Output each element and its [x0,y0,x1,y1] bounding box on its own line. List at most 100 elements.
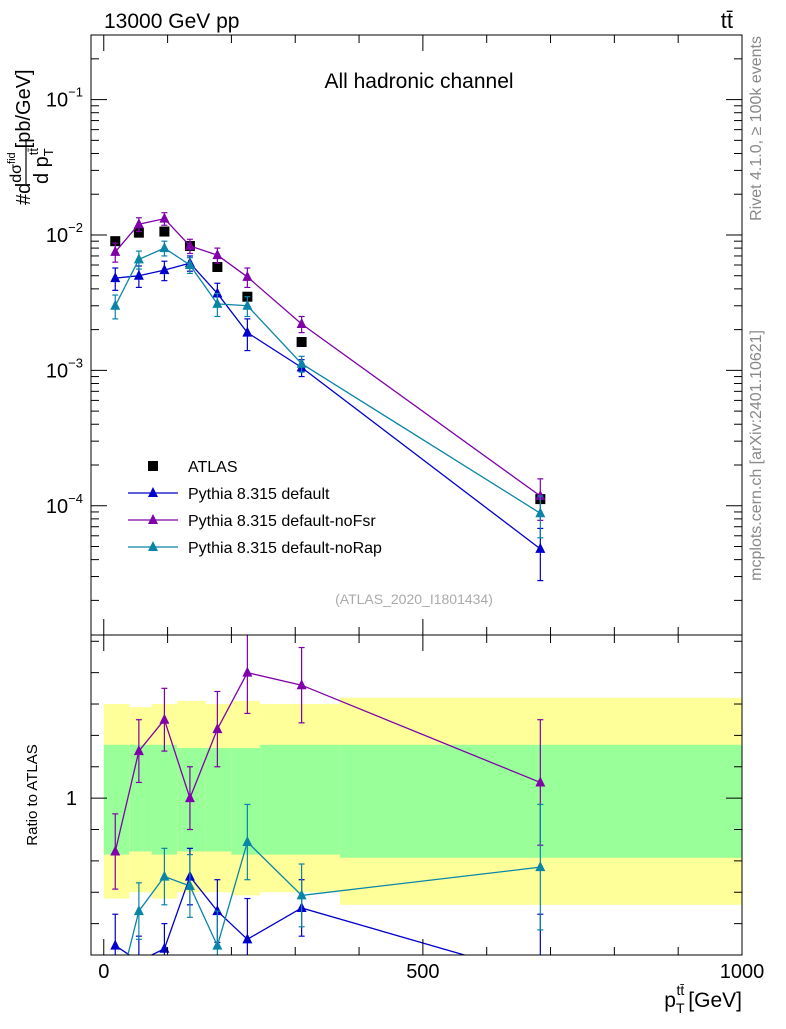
ratio-ticks: 1 0 500 1000 [66,635,764,983]
data-point [242,299,253,310]
ratio-y-tick-label: 1 [66,788,77,810]
ratio-point [133,905,144,916]
data-point [159,226,170,237]
inner-band [151,744,178,855]
data-point [133,218,144,229]
main-title: All hadronic channel [324,70,513,93]
process-label: tt̄ [721,8,733,33]
data-point [159,242,170,253]
data-point [296,357,307,368]
main-y-axis-label: #ddσfid[pb/GeV] d pTtt̄ [6,69,56,205]
svg-text:d pTtt̄: d pTtt̄ [26,148,56,184]
svg-text:pTtt̄[GeV]: pTtt̄ [GeV] [664,982,742,1016]
inner-band [205,747,232,852]
data-point [535,507,546,518]
svg-text:#ddσfid[pb/GeV]: #ddσfid[pb/GeV] [6,69,35,205]
svg-text:Pythia 8.315 default-noFsr: Pythia 8.315 default-noFsr [188,513,376,530]
svg-text:Pythia 8.315 default: Pythia 8.315 default [188,486,330,503]
data-point [212,287,223,298]
ratio-point [296,889,307,900]
svg-text:Pythia 8.315 default-noRap: Pythia 8.315 default-noRap [188,540,382,557]
main-panel: All hadronic channel (ATLAS_2020_I180143… [6,34,743,636]
data-point [535,490,546,501]
data-point [535,542,546,553]
legend-item-default: Pythia 8.315 default [128,486,330,503]
inner-band [339,744,742,858]
ratio-point [133,745,144,756]
ratio-point [242,836,253,847]
legend-item-norap: Pythia 8.315 default-noRap [128,540,382,557]
ratio-panel: 1 0 500 1000 Ratio to ATLAS pTtt̄ [GeV] [24,634,764,1016]
ratio-point [159,713,170,724]
data-point [110,299,121,310]
ratio-point [212,939,223,950]
data-point [159,264,170,275]
ratio-point [242,933,253,944]
ratio-uncertainty-bands [103,697,742,905]
data-point [184,239,195,250]
ratio-point [212,905,223,916]
data-point [133,253,144,264]
ratio-series [110,635,546,955]
x-tick-label: 0 [98,961,109,983]
inner-band [231,747,261,855]
ratio-point [110,939,121,950]
x-tick-label: 1000 [720,961,765,983]
y-tick-label: 10−2 [46,220,83,247]
data-point [296,337,307,348]
data-point [184,259,195,270]
ratio-point [159,870,170,881]
series-line [114,217,541,497]
ratio-point [535,861,546,872]
data-point [133,227,144,238]
series-line [115,262,541,550]
ratio-y-axis-label: Ratio to ATLAS [24,744,41,845]
ratio-line [127,840,541,955]
legend: ATLAS Pythia 8.315 default Pythia 8.315 … [128,459,382,557]
x-tick-label: 500 [406,961,439,983]
ratio-point [296,679,307,690]
data-point [159,212,170,223]
series-line [114,247,541,514]
data-point [133,269,144,280]
legend-item-nofsr: Pythia 8.315 default-noFsr [128,513,376,530]
ratio-line [114,671,541,852]
main-series [110,212,546,582]
y-tick-label: 10−3 [46,355,83,382]
y-tick-label: 10−1 [46,85,83,112]
ratio-series-pythia-8-315-default-norap [127,803,546,955]
svg-text:ATLAS: ATLAS [188,459,238,476]
data-point [110,245,121,256]
x-axis-label: pTtt̄ [GeV] [664,982,742,1016]
ratio-line [114,875,467,955]
ratio-point [159,942,170,953]
data-point [212,249,223,260]
inner-band [103,744,130,855]
main-y-ticks: 10−1 10−2 10−3 10−4 [46,35,743,635]
mcplots-label: mcplots.cern.ch [arXiv:2401.10621] [748,330,765,581]
inner-band [129,744,152,852]
series-pythia-8-315-default-norap [110,240,546,539]
legend-item-atlas: ATLAS [148,459,238,476]
y-tick-label: 10−4 [46,491,83,518]
ratio-series-pythia-8-315-default-nofsr [110,635,546,890]
series-pythia-8-315-default-nofsr [110,212,546,521]
inner-band [260,744,340,855]
data-point [110,272,121,283]
ratio-point [184,792,195,803]
rivet-label: Rivet 4.1.0, ≥ 100k events [748,36,765,221]
ratio-point [110,845,121,856]
data-point [212,297,223,308]
data-point [110,236,121,247]
data-point [296,318,307,329]
data-point [212,262,223,273]
ratio-point [535,776,546,787]
ratio-point [242,666,253,677]
ratio-point [184,879,195,890]
watermark: (ATLAS_2020_I1801434) [335,591,493,607]
data-point [242,326,253,337]
ratio-point [212,723,223,734]
energy-label: 13000 GeV pp [104,10,239,33]
data-point [242,270,253,281]
